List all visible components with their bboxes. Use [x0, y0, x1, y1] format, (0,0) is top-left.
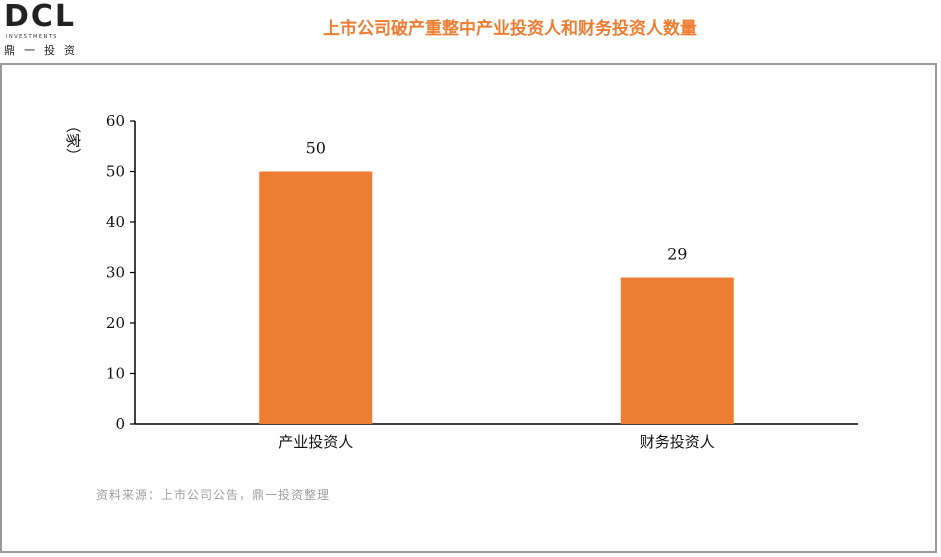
y-tick-label: 10	[106, 365, 125, 383]
logo-mark: DCL	[4, 0, 77, 34]
chart-frame	[0, 63, 937, 553]
y-axis-unit-label: （家）	[64, 118, 82, 163]
bar-value-label: 50	[306, 139, 326, 158]
y-tick-label: 30	[106, 264, 125, 282]
y-tick-label: 40	[106, 213, 125, 231]
y-tick-label: 20	[106, 314, 125, 332]
y-tick-label: 50	[106, 163, 125, 181]
x-category-label: 财务投资人	[640, 433, 715, 451]
source-note: 资料来源：上市公司公告，鼎一投资整理	[96, 488, 331, 502]
bar-value-label: 29	[667, 245, 687, 264]
logo-chinese-name: 鼎一投资	[4, 44, 84, 57]
x-category-label: 产业投资人	[278, 433, 353, 451]
brand-logo: DCL INVESTMENTS 鼎一投资	[4, 0, 90, 58]
y-tick-label: 0	[115, 415, 125, 433]
chart-title: 上市公司破产重整中产业投资人和财务投资人数量	[323, 19, 697, 39]
logo-subtitle: INVESTMENTS	[6, 34, 58, 40]
y-tick-label: 60	[106, 112, 125, 130]
bar	[620, 277, 734, 424]
bar	[259, 171, 373, 424]
